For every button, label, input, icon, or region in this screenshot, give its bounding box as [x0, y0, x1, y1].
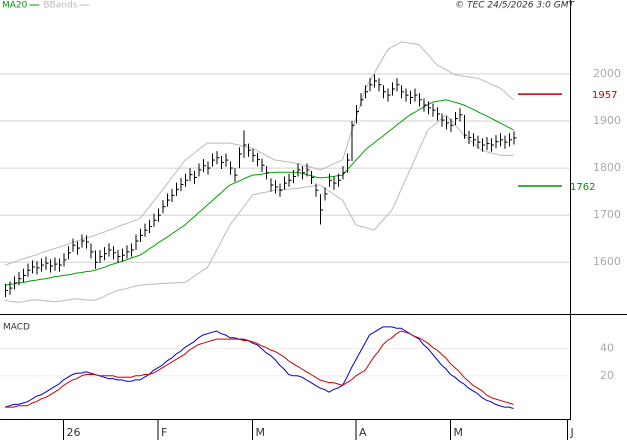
macd-line — [5, 330, 514, 408]
x-tick-label: M — [256, 426, 266, 439]
level-label: 1957 — [592, 90, 617, 101]
source: © TEC 24/5/2026 3:0 GMT — [455, 1, 575, 11]
macd-line — [4, 326, 514, 409]
y-tick-label: 2000 — [593, 67, 621, 80]
x-tick-label: M — [454, 426, 464, 439]
y-tick-label: 1600 — [593, 255, 621, 268]
legend-label: BBands — [43, 1, 77, 11]
y-tick-label: 1800 — [593, 161, 621, 174]
y-tick-label: 20 — [600, 369, 614, 382]
x-tick-label: F — [161, 426, 167, 439]
y-tick-label: 1900 — [593, 114, 621, 127]
level-label: 1762 — [570, 182, 595, 193]
band-line — [4, 114, 514, 303]
y-tick-label: 1700 — [593, 208, 621, 221]
x-tick-label: 26 — [67, 426, 81, 439]
ma-line — [4, 99, 514, 286]
y-tick-label: 40 — [600, 342, 614, 355]
band-line — [4, 41, 514, 266]
x-tick-label: J — [570, 426, 574, 439]
legend-label: MA20 — [2, 1, 28, 11]
macd-title: MACD — [3, 323, 30, 333]
x-tick-label: A — [359, 426, 367, 439]
